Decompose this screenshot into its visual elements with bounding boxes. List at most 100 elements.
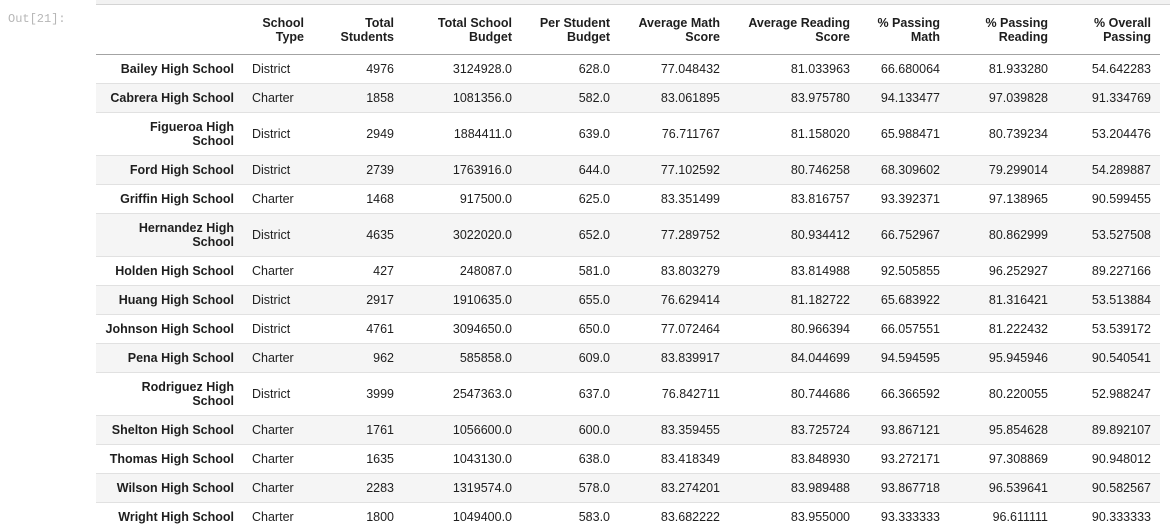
table-cell: 1468 xyxy=(366,192,394,206)
row-index-school-name: Huang High School xyxy=(118,293,234,307)
table-cell: 81.033963 xyxy=(790,62,850,76)
previous-cell-bottom-edge xyxy=(96,0,1170,5)
table-cell: 917500.0 xyxy=(459,192,512,206)
table-cell: 81.316421 xyxy=(988,293,1048,307)
table-cell: 89.227166 xyxy=(1091,264,1151,278)
table-cell: 90.333333 xyxy=(1091,510,1151,524)
table-row: Ford High School District 2739 1763916.0 644… xyxy=(96,155,1160,185)
table-cell: 1081356.0 xyxy=(452,91,512,105)
table-body: Bailey High School District 4976 3124928.0 6… xyxy=(96,55,1160,532)
table-cell: 4761 xyxy=(366,322,394,336)
column-header: Average Math Score xyxy=(619,6,729,55)
table-cell: 637.0 xyxy=(578,387,610,401)
row-index-school-name: Shelton High School xyxy=(111,423,234,437)
table-cell: 80.934412 xyxy=(790,228,850,242)
table-cell: 77.072464 xyxy=(660,322,720,336)
table-cell: 83.814988 xyxy=(790,264,850,278)
table-cell: 1043130.0 xyxy=(452,452,512,466)
table-cell: 962 xyxy=(373,351,394,365)
table-cell: 585858.0 xyxy=(459,351,512,365)
table-row: Wilson High School Charter 2283 1319574.0 57… xyxy=(96,473,1160,503)
table-cell: 578.0 xyxy=(578,481,610,495)
table-cell: 97.039828 xyxy=(988,91,1048,105)
table-cell: 93.867718 xyxy=(880,481,940,495)
row-index-school-name: Griffin High School xyxy=(120,192,234,206)
table-cell: District xyxy=(252,163,291,177)
table-cell: 76.842711 xyxy=(661,387,720,401)
table-cell: 53.204476 xyxy=(1091,127,1151,141)
table-cell: 80.966394 xyxy=(790,322,850,336)
table-cell: 3124928.0 xyxy=(452,62,512,76)
table-cell: 76.629414 xyxy=(660,293,720,307)
table-cell: 97.308869 xyxy=(988,452,1048,466)
table-cell: 97.138965 xyxy=(988,192,1048,206)
table-cell: 81.222432 xyxy=(988,322,1048,336)
table-cell: District xyxy=(252,127,291,141)
table-cell: Charter xyxy=(252,192,294,206)
table-cell: 1635 xyxy=(366,452,394,466)
table-cell: 65.683922 xyxy=(880,293,940,307)
table-cell: 66.057551 xyxy=(880,322,940,336)
table-cell: 90.540541 xyxy=(1091,351,1151,365)
table-cell: 582.0 xyxy=(578,91,610,105)
row-index-school-name: Wilson High School xyxy=(116,481,234,495)
table-cell: Charter xyxy=(252,452,294,466)
table-cell: 1800 xyxy=(366,510,394,524)
table-cell: 3094650.0 xyxy=(452,322,512,336)
table-cell: 54.289887 xyxy=(1091,163,1151,177)
row-index-school-name: Johnson High School xyxy=(105,322,234,336)
table-cell: 4635 xyxy=(366,228,394,242)
table-cell: 427 xyxy=(373,264,394,278)
table-cell: 583.0 xyxy=(578,510,610,524)
table-cell: 81.182722 xyxy=(790,293,850,307)
table-cell: 53.513884 xyxy=(1091,293,1151,307)
table-cell: 96.252927 xyxy=(988,264,1048,278)
table-cell: 639.0 xyxy=(578,127,610,141)
output-prompt-label: Out[21]: xyxy=(8,12,66,26)
table-cell: 90.599455 xyxy=(1091,192,1151,206)
table-cell: Charter xyxy=(252,510,294,524)
table-cell: 83.725724 xyxy=(790,423,850,437)
table-cell: 77.289752 xyxy=(660,228,720,242)
column-header: % Overall Passing xyxy=(1057,6,1160,55)
table-cell: 53.527508 xyxy=(1091,228,1151,242)
table-cell: 2547363.0 xyxy=(452,387,512,401)
table-cell: 609.0 xyxy=(578,351,610,365)
table-cell: 2739 xyxy=(366,163,394,177)
table-cell: 3022020.0 xyxy=(452,228,512,242)
table-cell: 83.359455 xyxy=(660,423,720,437)
table-cell: 66.366592 xyxy=(880,387,940,401)
table-cell: 80.220055 xyxy=(988,387,1048,401)
column-header: Average Reading Score xyxy=(729,6,859,55)
table-cell: 93.333333 xyxy=(880,510,940,524)
table-cell: 79.299014 xyxy=(988,163,1048,177)
row-index-school-name: Thomas High School xyxy=(109,452,234,466)
table-cell: 94.594595 xyxy=(880,351,940,365)
table-cell: 83.955000 xyxy=(790,510,850,524)
table-cell: 80.862999 xyxy=(988,228,1048,242)
column-header: School Type xyxy=(243,6,313,55)
table-cell: 81.933280 xyxy=(988,62,1048,76)
table-cell: 96.611111 xyxy=(992,510,1048,524)
table-row: Johnson High School District 4761 3094650.0… xyxy=(96,314,1160,344)
table-cell: 93.867121 xyxy=(880,423,940,437)
table-row: Holden High School Charter 427 248087.0 581.… xyxy=(96,256,1160,286)
column-header: Total Students xyxy=(313,6,403,55)
table-cell: 94.133477 xyxy=(880,91,940,105)
table-cell: 650.0 xyxy=(578,322,610,336)
table-cell: 66.680064 xyxy=(880,62,940,76)
table-cell: 91.334769 xyxy=(1091,91,1151,105)
table-cell: 54.642283 xyxy=(1091,62,1151,76)
header-row: School Type Total Students Total School Bu… xyxy=(96,6,1160,55)
column-header: Total School Budget xyxy=(403,6,521,55)
table-cell: 83.848930 xyxy=(790,452,850,466)
table-header: School Type Total Students Total School Bu… xyxy=(96,6,1160,55)
table-cell: 3999 xyxy=(366,387,394,401)
table-cell: 95.945946 xyxy=(988,351,1048,365)
row-index-school-name: Ford High School xyxy=(129,163,234,177)
table-cell: 77.102592 xyxy=(660,163,720,177)
table-cell: 1761 xyxy=(366,423,394,437)
table-cell: 2949 xyxy=(366,127,394,141)
column-header: Per Student Budget xyxy=(521,6,619,55)
table-cell: District xyxy=(252,322,291,336)
